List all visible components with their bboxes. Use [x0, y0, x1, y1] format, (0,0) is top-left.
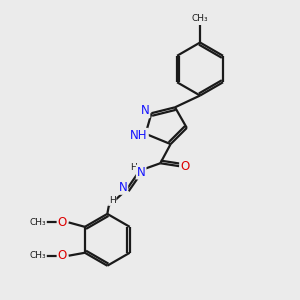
- Text: N: N: [118, 181, 127, 194]
- Text: CH₃: CH₃: [192, 14, 208, 23]
- Text: N: N: [141, 104, 149, 117]
- Text: O: O: [58, 249, 67, 262]
- Text: H: H: [109, 196, 116, 205]
- Text: NH: NH: [130, 129, 148, 142]
- Text: H: H: [130, 163, 136, 172]
- Text: N: N: [137, 166, 146, 178]
- Text: CH₃: CH₃: [29, 218, 46, 227]
- Text: CH₃: CH₃: [29, 251, 46, 260]
- Text: O: O: [180, 160, 189, 173]
- Text: O: O: [58, 216, 67, 229]
